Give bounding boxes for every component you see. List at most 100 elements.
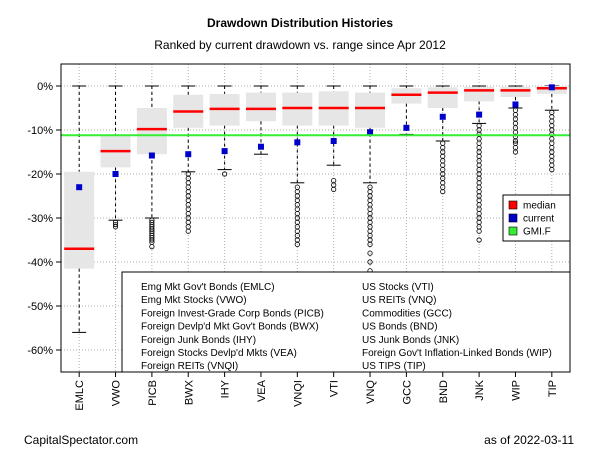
outlier-point [476, 206, 482, 212]
outlier-point [331, 186, 337, 192]
current-mark [148, 152, 155, 159]
key-entry-right: US Bonds (BND) [362, 322, 438, 333]
key-box [121, 271, 571, 373]
legend-swatch [508, 213, 518, 223]
x-tick-label: VNQ [365, 380, 377, 404]
box-body [464, 86, 495, 102]
outlier-point [367, 206, 373, 212]
current-mark [112, 171, 119, 177]
y-tick-label: -20% [27, 169, 53, 181]
legend: median current GMI.F [502, 194, 571, 242]
x-tick-label: WIP [510, 380, 522, 401]
current-mark [221, 148, 228, 155]
outlier-point [294, 211, 300, 217]
current-mark [76, 184, 83, 191]
outlier-point [367, 211, 373, 217]
x-tick-label: VWO [111, 380, 123, 407]
chart-title: Drawdown Distribution Histories [207, 16, 393, 30]
outlier-point [476, 140, 482, 146]
key-entry-left: Foreign REITs (VNQI) [141, 361, 238, 372]
key-entry-right: US TIPS (TIP) [362, 361, 426, 372]
y-tick-label: -10% [27, 125, 53, 137]
legend-label: median [523, 201, 556, 212]
box-vti [318, 85, 349, 192]
box-vwo [100, 85, 131, 230]
y-tick-label: -30% [27, 213, 53, 225]
x-tick-label: BWX [183, 379, 195, 405]
outlier-point [222, 171, 228, 177]
legend-swatch [508, 226, 518, 236]
outlier-point [549, 167, 555, 173]
outlier-point [512, 107, 519, 113]
box-body [500, 86, 531, 97]
box-body [427, 87, 458, 108]
key-entry-right: US REITs (VNQ) [362, 295, 436, 306]
outlier-point [112, 224, 119, 230]
key-entry-left: Foreign Junk Bonds (IHY) [141, 335, 256, 346]
box-vea [245, 85, 276, 155]
box-bwx [173, 85, 204, 234]
outlier-point [331, 178, 337, 184]
key-entry-left: Foreign Stocks Devlp'd Mkts (VEA) [141, 348, 297, 359]
legend-label: GMI.F [523, 227, 551, 238]
legend-swatch [508, 200, 518, 210]
outlier-point [549, 145, 555, 151]
outlier-point [476, 237, 482, 243]
x-tick-label: IHY [220, 379, 232, 398]
current-mark [367, 129, 374, 136]
x-tick-label: GCC [401, 380, 413, 405]
box-picb [136, 85, 167, 250]
current-mark [403, 124, 410, 131]
outlier-point [367, 259, 373, 265]
chart-subtitle: Ranked by current drawdown vs. range sin… [154, 38, 446, 52]
outlier-point [476, 202, 482, 208]
key-entry-left: Foreign Devlp'd Mkt Gov't Bonds (BWX) [141, 322, 319, 333]
current-mark [294, 139, 301, 146]
legend-label: current [523, 214, 554, 225]
key-entry-right: Commodities (GCC) [362, 308, 452, 319]
y-tick-label: -40% [27, 257, 53, 269]
y-tick-label: -50% [27, 301, 53, 313]
outlier-point [440, 145, 446, 151]
x-tick-label: VEA [256, 379, 268, 402]
box-jnk [464, 85, 495, 243]
box-wip [500, 85, 531, 155]
box-body [245, 92, 276, 122]
current-mark [330, 138, 337, 144]
outlier-point [185, 211, 191, 217]
outlier-point [294, 241, 300, 247]
outlier-point [367, 250, 373, 256]
outlier-point [367, 241, 373, 247]
box-body [355, 92, 386, 128]
box-vnqi [282, 85, 313, 247]
x-tick-label: TIP [547, 380, 559, 397]
outlier-point [294, 197, 300, 203]
outlier-point [185, 202, 191, 208]
outlier-point [149, 237, 155, 243]
key-entry-right: Foreign Gov't Inflation-Linked Bonds (WI… [362, 348, 552, 359]
outlier-point [185, 228, 191, 234]
outlier-point [185, 197, 191, 203]
outlier-point [185, 206, 191, 212]
x-tick-label: VNQI [292, 380, 304, 407]
x-tick-label: EMLC [74, 380, 86, 411]
current-mark [257, 143, 264, 150]
x-tick-label: PICB [147, 380, 159, 406]
current-mark [439, 113, 446, 120]
box-tip [536, 84, 567, 173]
x-tick-label: VTI [329, 380, 341, 397]
box-ihy [209, 85, 240, 177]
outlier-point [112, 222, 119, 228]
current-mark [185, 151, 192, 158]
plot-area: EMLC VWO PICB BWX IHY VEA VNQI VTI VNQ GCC BND JNK W… [27, 63, 571, 411]
outlier-point [512, 145, 519, 151]
key-entry-right: US Junk Bonds (JNK) [362, 335, 459, 346]
outlier-point [476, 228, 482, 234]
key-entry-left: Foreign Invest-Grade Corp Bonds (PICB) [141, 308, 324, 319]
key-entry-left: Emg Mkt Stocks (VWO) [141, 295, 247, 306]
outlier-point [549, 136, 555, 142]
outlier-point [440, 189, 446, 195]
ticker-key: Emg Mkt Gov't Bonds (EMLC) Emg Mkt Stocks… [121, 271, 571, 373]
box-body [136, 108, 167, 155]
